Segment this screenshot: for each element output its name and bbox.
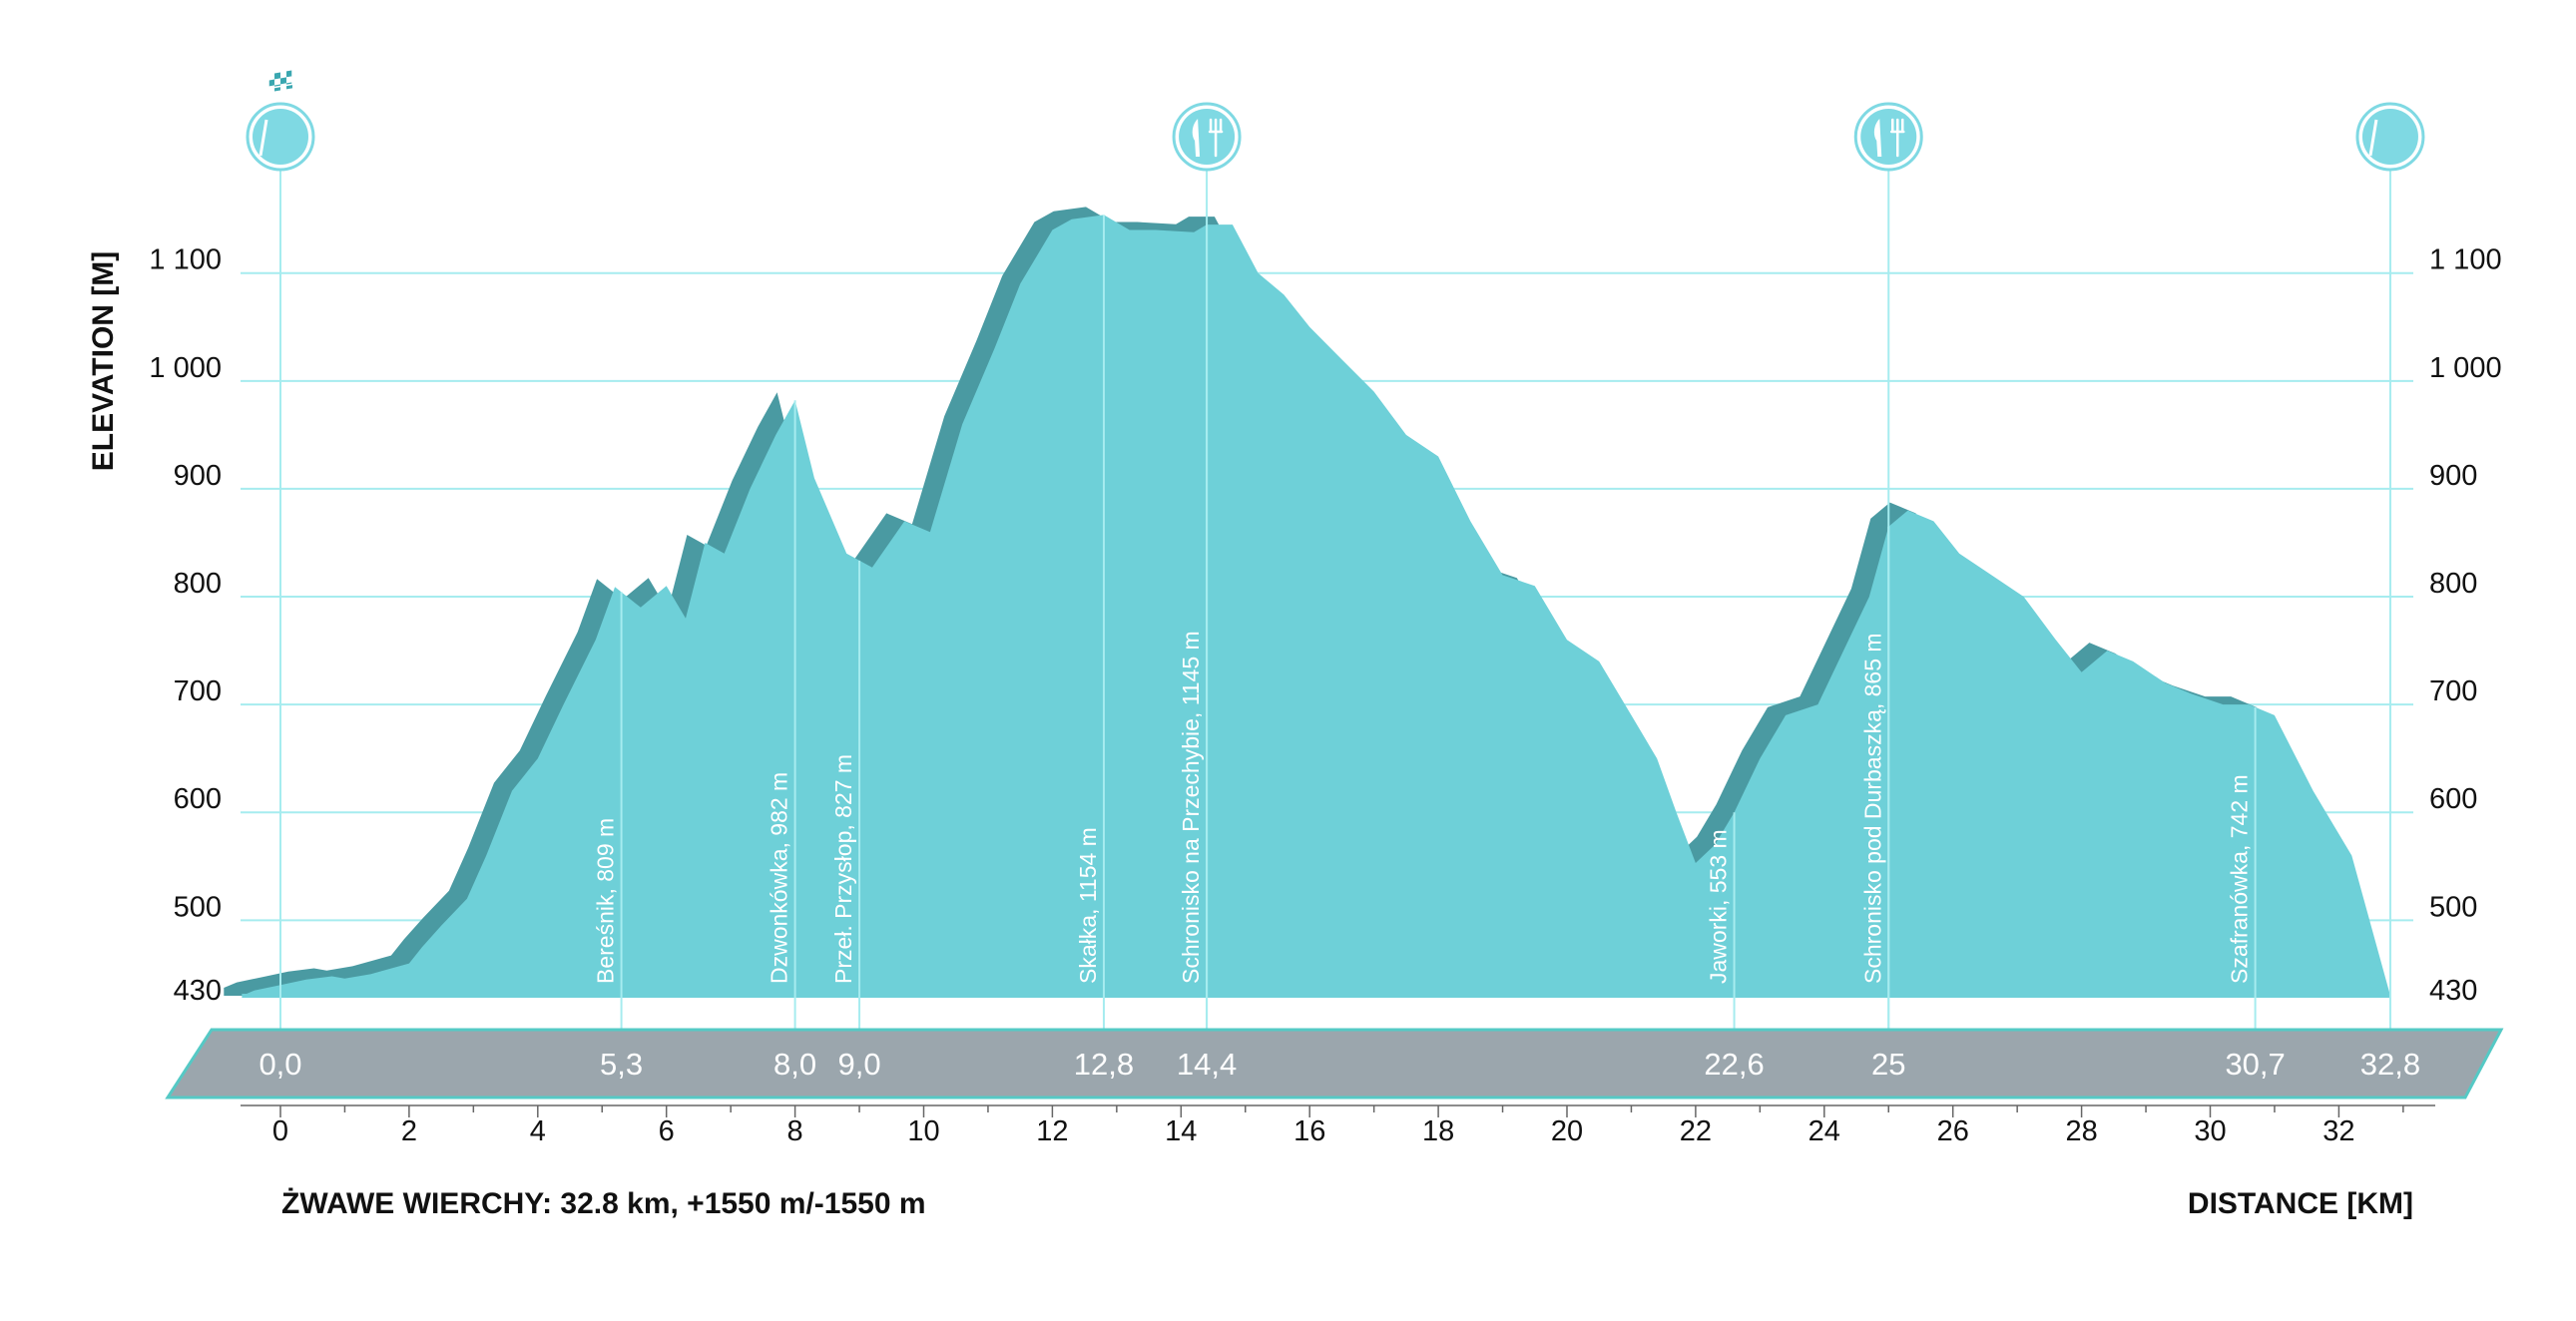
y-tick-label: 500 bbox=[174, 891, 222, 923]
marker-disc bbox=[1179, 109, 1236, 165]
flag-square bbox=[268, 73, 274, 81]
x-tick-label: 4 bbox=[530, 1115, 546, 1147]
x-axis-label: DISTANCE [KM] bbox=[2188, 1187, 2413, 1220]
x-tick-label: 30 bbox=[2194, 1115, 2226, 1147]
x-tick-label: 14 bbox=[1165, 1115, 1197, 1147]
x-tick-label: 18 bbox=[1422, 1115, 1454, 1147]
route-markers bbox=[246, 65, 2425, 1038]
waypoint-label: Dzwonkówka, 982 m bbox=[767, 772, 792, 984]
waypoint-label: Schronisko na Przechybie, 1145 m bbox=[1178, 631, 1204, 984]
band-distance-label: 22,6 bbox=[1704, 1047, 1764, 1082]
flag-square bbox=[274, 78, 280, 86]
x-tick-label: 0 bbox=[272, 1115, 288, 1147]
x-tick-label: 28 bbox=[2065, 1115, 2097, 1147]
x-tick-label: 12 bbox=[1036, 1115, 1068, 1147]
x-tick-label: 20 bbox=[1551, 1115, 1583, 1147]
checkered-flag-icon bbox=[2355, 102, 2425, 1038]
y-tick-label: 500 bbox=[2429, 891, 2477, 923]
chart-title: ŻWAWE WIERCHY: 32.8 km, +1550 m/-1550 m bbox=[281, 1187, 926, 1220]
band-distance-label: 0,0 bbox=[258, 1047, 301, 1082]
waypoint-label: Przeł. Przysłop, 827 m bbox=[830, 754, 856, 984]
marker-disc bbox=[2361, 109, 2418, 165]
knife-shape bbox=[1873, 119, 1882, 157]
y-tick-label: 700 bbox=[2429, 675, 2477, 707]
marker-disc bbox=[1860, 109, 1917, 165]
waypoint-label: Bereśnik, 809 m bbox=[593, 818, 619, 984]
y-tick-label: 430 bbox=[174, 975, 222, 1007]
flag-square bbox=[280, 77, 286, 85]
band-distance-label: 30,7 bbox=[2225, 1047, 2285, 1082]
y-tick-label: 1 000 bbox=[149, 352, 222, 384]
waypoint-label: Skałka, 1154 m bbox=[1075, 827, 1101, 984]
checkered-flag-icon bbox=[246, 65, 315, 1038]
flag-square bbox=[268, 79, 274, 87]
y-tick-label: 800 bbox=[2429, 568, 2477, 600]
x-tick-label: 26 bbox=[1937, 1115, 1969, 1147]
y-tick-label: 1 000 bbox=[2429, 352, 2502, 384]
y-tick-label: 600 bbox=[174, 783, 222, 815]
waypoint-label: Szafranówka, 742 m bbox=[2227, 774, 2253, 984]
x-tick-label: 24 bbox=[1808, 1115, 1840, 1147]
waypoint-label: Schronisko pod Durbaszką, 865 m bbox=[1859, 633, 1885, 984]
x-tick-label: 22 bbox=[1680, 1115, 1712, 1147]
band-distance-label: 12,8 bbox=[1074, 1047, 1134, 1082]
x-tick-label: 10 bbox=[907, 1115, 939, 1147]
flag-outline bbox=[267, 65, 293, 90]
flag-square bbox=[286, 76, 292, 84]
y-axis-left: 430 500 600 700 800 900 1 000 1 100 bbox=[149, 244, 222, 1007]
band-distance-label: 8,0 bbox=[773, 1047, 816, 1082]
x-axis: 0 2 4 6 8 10 12 14 16 18 20 22 24 26 28 30 32 bbox=[241, 1104, 2435, 1147]
x-tick-label: 2 bbox=[401, 1115, 417, 1147]
y-tick-label: 800 bbox=[174, 568, 222, 600]
knife-shape bbox=[1192, 119, 1201, 157]
y-tick-label: 900 bbox=[174, 460, 222, 492]
knife-fork-icon bbox=[1172, 102, 1242, 1038]
distance-band: 0,0 5,3 8,0 9,0 12,8 14,4 22,6 25 30,7 32,8 bbox=[165, 1028, 2504, 1100]
y-tick-label: 430 bbox=[2429, 975, 2477, 1007]
fork-shape bbox=[1208, 118, 1224, 158]
waypoint-label: Jaworki, 553 m bbox=[1706, 829, 1732, 984]
y-axis-label: ELEVATION [M] bbox=[87, 251, 120, 472]
knife-fork-icon bbox=[1853, 102, 1923, 1038]
y-tick-label: 900 bbox=[2429, 460, 2477, 492]
marker-disc bbox=[253, 109, 308, 165]
band-distance-label: 5,3 bbox=[600, 1047, 643, 1082]
x-tick-label: 8 bbox=[787, 1115, 803, 1147]
elevation-profile-area bbox=[242, 215, 2390, 998]
x-tick-label: 16 bbox=[1293, 1115, 1325, 1147]
y-tick-label: 700 bbox=[174, 675, 222, 707]
y-tick-label: 1 100 bbox=[149, 244, 222, 276]
band-distance-label: 14,4 bbox=[1177, 1047, 1237, 1082]
x-tick-label: 6 bbox=[659, 1115, 675, 1147]
band-distance-label: 9,0 bbox=[837, 1047, 880, 1082]
y-tick-label: 600 bbox=[2429, 783, 2477, 815]
profile-area-shape bbox=[242, 215, 2390, 996]
flag-square bbox=[274, 72, 280, 80]
y-tick-label: 1 100 bbox=[2429, 244, 2502, 276]
waypoint-lines: Bereśnik, 809 m Dzwonkówka, 982 m Przeł. P… bbox=[593, 215, 2257, 1038]
band-distance-label: 25 bbox=[1871, 1047, 1905, 1082]
flag-square bbox=[280, 71, 286, 79]
fork-shape bbox=[1890, 118, 1905, 158]
x-tick-label: 32 bbox=[2322, 1115, 2354, 1147]
flag-pole bbox=[258, 119, 268, 157]
band-distance-label: 32,8 bbox=[2360, 1047, 2420, 1082]
flag-pole bbox=[2368, 119, 2378, 157]
flag-square bbox=[286, 70, 292, 78]
y-axis-right: 430 500 600 700 800 900 1 000 1 100 bbox=[2429, 244, 2502, 1007]
distance-band-shape bbox=[165, 1028, 2504, 1100]
